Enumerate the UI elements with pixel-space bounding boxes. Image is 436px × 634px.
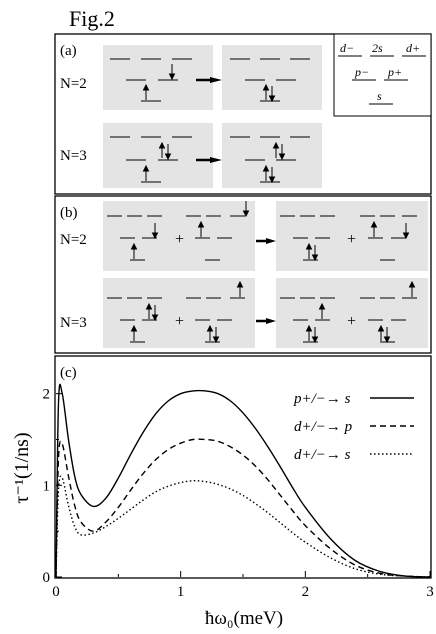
spin-arrow-head bbox=[151, 232, 159, 240]
y-tick-label: 1 bbox=[43, 478, 51, 494]
legend-entry-d-to-p: d+/−→ p bbox=[294, 419, 353, 435]
panel-a-n3-final-levels bbox=[230, 136, 310, 183]
spin-arrow-head bbox=[242, 210, 250, 218]
spin-arrow-head bbox=[305, 324, 313, 332]
legend-2s: 2s bbox=[372, 41, 383, 55]
x-tick-label: 3 bbox=[426, 584, 434, 600]
panel-a-level-legend: d− 2s d+ p− p+ s bbox=[333, 33, 432, 117]
spin-arrow-head bbox=[168, 73, 176, 81]
panel-b-n2-plus-left: + bbox=[175, 231, 184, 248]
panel-b-n2-levels bbox=[107, 215, 417, 261]
panel-a-n3-initial-box bbox=[103, 123, 213, 188]
panel-a-n3-transition-arrow-head bbox=[210, 157, 222, 163]
spin-arrow-head bbox=[145, 302, 153, 310]
panel-a-n3-initial-levels bbox=[110, 136, 192, 183]
panel-b-n2-label: N=2 bbox=[60, 232, 87, 248]
panel-b-n3-plus-right: + bbox=[347, 313, 356, 330]
spin-arrow-head bbox=[142, 83, 150, 91]
spin-arrow-head bbox=[206, 324, 214, 332]
spin-arrow-head bbox=[268, 176, 276, 184]
legend-p-minus: p− bbox=[354, 65, 369, 79]
panel-c-frame bbox=[54, 355, 432, 579]
y-axis-label: τ⁻¹(1/ns) bbox=[11, 432, 33, 503]
x-tick-label: 2 bbox=[302, 584, 310, 600]
series-line-dotted bbox=[55, 475, 431, 578]
spin-arrow-head bbox=[318, 302, 326, 310]
spin-arrow-head bbox=[158, 141, 166, 149]
panel-a-n2-initial-box bbox=[103, 45, 213, 110]
x-axis-label: ħω₀(meV) bbox=[205, 608, 283, 629]
chart-series bbox=[55, 383, 431, 578]
panel-a-row-n2: N=2 bbox=[60, 45, 322, 110]
spin-arrow-head bbox=[151, 314, 159, 322]
spin-arrow-head bbox=[311, 254, 319, 262]
y-tick-label: 0 bbox=[43, 570, 51, 586]
spin-arrow-head bbox=[236, 280, 244, 288]
panel-b-tag: (b) bbox=[60, 205, 78, 221]
chart-legend: p+/−→ s d+/−→ p d+/−→ s bbox=[293, 391, 414, 463]
panel-b-n2-initial-box bbox=[103, 201, 255, 271]
legend-d-plus: d+ bbox=[406, 41, 420, 55]
figure-title: Fig.2 bbox=[69, 6, 115, 31]
spin-arrow-head bbox=[278, 153, 286, 161]
spin-arrow-head bbox=[383, 336, 391, 344]
spin-arrow-head bbox=[402, 232, 410, 240]
panel-a-n2-initial-levels bbox=[110, 58, 192, 102]
panel-a-n3-label: N=3 bbox=[60, 148, 87, 164]
panel-b-row-n3: N=3 + + bbox=[60, 278, 428, 348]
panel-a-row-n3: N=3 bbox=[60, 123, 322, 188]
panel-b-n3-initial-box bbox=[103, 278, 255, 348]
legend-entry-d-to-s: d+/−→ s bbox=[294, 447, 351, 463]
spin-arrow-head bbox=[311, 336, 319, 344]
spin-arrow-head bbox=[272, 141, 280, 149]
panel-b-n3-plus-left: + bbox=[175, 313, 184, 330]
panel-a-n2-transition-arrow-head bbox=[210, 77, 222, 83]
legend-entry-p-to-s: p+/−→ s bbox=[293, 391, 351, 407]
spin-arrow-head bbox=[268, 95, 276, 103]
panel-b-n3-final-box bbox=[276, 278, 428, 348]
panel-b-n2-transition-arrow-head bbox=[266, 238, 276, 244]
spin-arrow-head bbox=[262, 83, 270, 91]
spin-arrow-head bbox=[262, 164, 270, 172]
spin-arrows bbox=[130, 64, 416, 344]
panel-c-tag: (c) bbox=[60, 365, 77, 381]
spin-arrow-head bbox=[408, 280, 416, 288]
panel-a-tag: (a) bbox=[60, 43, 77, 59]
panel-a-n2-label: N=2 bbox=[60, 76, 87, 92]
panel-a-legend-frame bbox=[333, 33, 432, 117]
panel-b-n2-final-box bbox=[276, 201, 428, 271]
spin-arrow-head bbox=[197, 220, 205, 228]
spin-arrow-head bbox=[370, 220, 378, 228]
x-tick-label: 1 bbox=[177, 584, 185, 600]
spin-arrow-head bbox=[142, 164, 150, 172]
series-line-dashed bbox=[55, 438, 431, 578]
panel-b-n3-label: N=3 bbox=[60, 315, 87, 331]
panel-b-n2-plus-right: + bbox=[347, 231, 356, 248]
spin-arrow-head bbox=[305, 242, 313, 250]
y-tick-label: 2 bbox=[43, 387, 51, 403]
spin-arrow-head bbox=[212, 336, 220, 344]
legend-p-plus: p+ bbox=[387, 65, 402, 79]
legend-s: s bbox=[377, 89, 382, 103]
panel-b-n3-transition-arrow-head bbox=[266, 318, 276, 324]
spin-arrow-head bbox=[164, 153, 172, 161]
panel-a-n2-final-levels bbox=[230, 58, 310, 102]
panel-b-row-n2: N=2 + + bbox=[60, 201, 428, 271]
spin-arrow-head bbox=[377, 324, 385, 332]
panel-b-n3-levels bbox=[107, 297, 417, 343]
spin-arrow-head bbox=[130, 242, 138, 250]
spin-arrow-head bbox=[130, 324, 138, 332]
series-line-solid bbox=[55, 383, 431, 578]
legend-d-minus: d− bbox=[340, 41, 354, 55]
x-tick-label: 0 bbox=[52, 584, 60, 600]
